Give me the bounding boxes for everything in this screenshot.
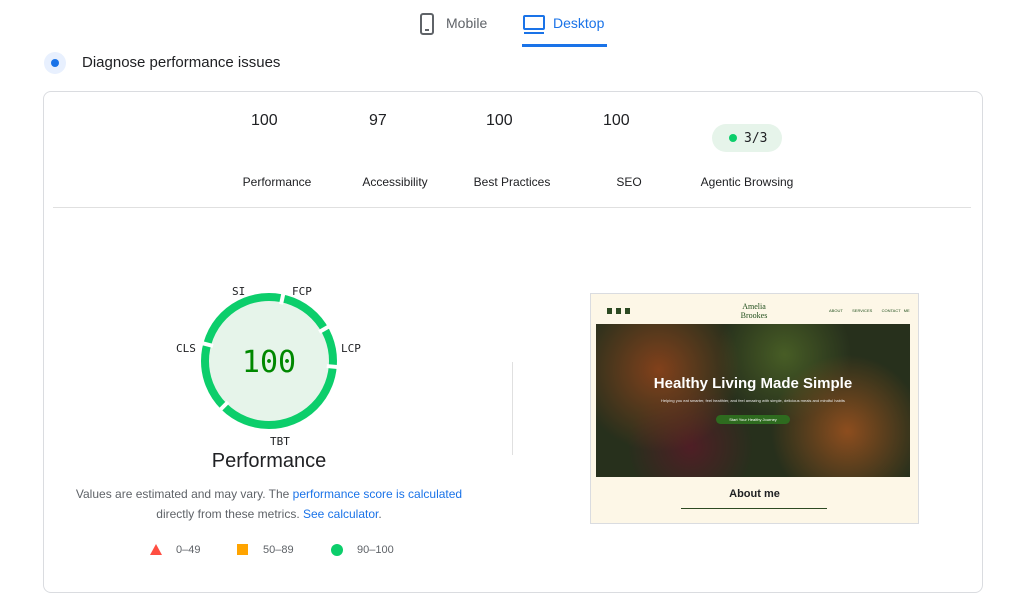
divider bbox=[512, 362, 513, 455]
metric-label: CLS bbox=[176, 342, 196, 355]
nav-item[interactable]: ABOUT bbox=[829, 308, 843, 313]
score-label: Accessibility bbox=[362, 175, 428, 189]
note-text: . bbox=[378, 507, 382, 521]
segment-gap bbox=[326, 364, 339, 370]
metric-label: LCP bbox=[341, 342, 361, 355]
agentic-pill[interactable]: 3/3 bbox=[712, 124, 782, 152]
agentic-label: Agentic Browsing bbox=[700, 175, 794, 189]
segment-gap bbox=[218, 400, 230, 412]
section-icon bbox=[44, 52, 66, 74]
legend-average-icon bbox=[237, 544, 248, 555]
about-heading: About me bbox=[729, 488, 780, 500]
desktop-icon bbox=[523, 15, 545, 34]
score-value: 100 bbox=[603, 112, 630, 129]
mobile-icon bbox=[420, 13, 434, 35]
legend-pass-icon bbox=[331, 544, 343, 556]
performance-gauge: 100 bbox=[200, 292, 339, 429]
section-title: Diagnose performance issues bbox=[82, 54, 281, 71]
metric-label: TBT bbox=[270, 435, 290, 448]
tab-desktop[interactable]: Desktop bbox=[553, 15, 605, 31]
brand: Amelia Brookes bbox=[721, 302, 787, 320]
status-dot bbox=[729, 134, 737, 142]
hero-button[interactable]: Start Your Healthy Journey bbox=[716, 415, 790, 424]
metric-label: FCP bbox=[292, 285, 312, 298]
nav-item[interactable]: SERVICES bbox=[852, 308, 873, 313]
hero-subtitle: Helping you eat smarter, feel healthier,… bbox=[661, 398, 845, 403]
note-link[interactable]: See calculator bbox=[302, 507, 379, 521]
legend-label: 0–49 bbox=[176, 544, 201, 556]
note: directly from these metrics. See calcula… bbox=[49, 507, 489, 521]
nav: ABOUT SERVICES CONTACT ME bbox=[829, 308, 910, 313]
metric-label: SI bbox=[232, 285, 246, 298]
score-gauge: 100 bbox=[486, 112, 513, 130]
segment-gap bbox=[200, 340, 214, 348]
score-label: Performance bbox=[242, 175, 312, 189]
divider bbox=[53, 207, 971, 208]
page-screenshot: Amelia Brookes ABOUT SERVICES CONTACT ME … bbox=[590, 293, 919, 524]
social-icons bbox=[607, 308, 633, 314]
agentic-score: 3/3 bbox=[744, 131, 768, 146]
note: Values are estimated and may vary. The p… bbox=[49, 487, 489, 501]
score-value: 100 bbox=[486, 112, 513, 129]
note-text: Values are estimated and may vary. The bbox=[75, 487, 293, 501]
score-gauge: 97 bbox=[369, 112, 387, 130]
hero-title: Healthy Living Made Simple bbox=[653, 375, 853, 392]
nav-item[interactable]: CONTACT ME bbox=[881, 308, 910, 313]
score-gauge: 100 bbox=[603, 112, 630, 130]
hero-image: Healthy Living Made Simple Helping you e… bbox=[596, 324, 910, 477]
gauge-bg bbox=[205, 297, 333, 425]
about-rule bbox=[681, 508, 827, 509]
brand-line: Brookes bbox=[740, 311, 768, 320]
page: Mobile Desktop Diagnose performance issu… bbox=[43, 13, 983, 593]
brand-line: Amelia bbox=[742, 302, 766, 311]
tab-mobile[interactable]: Mobile bbox=[446, 15, 488, 31]
segment-gap bbox=[318, 324, 331, 334]
note-link[interactable]: performance score is calculated bbox=[292, 487, 463, 501]
legend-label: 90–100 bbox=[357, 544, 394, 556]
score-value: 100 bbox=[251, 112, 278, 129]
legend-label: 50–89 bbox=[263, 544, 294, 556]
score-value: 97 bbox=[369, 112, 387, 129]
hero-overlay bbox=[596, 324, 910, 477]
gauge-title: Performance bbox=[211, 450, 327, 472]
note-text: directly from these metrics. bbox=[156, 507, 303, 521]
gauge-value: 100 bbox=[242, 345, 296, 380]
score-gauge: 100 bbox=[251, 112, 278, 130]
score-label: SEO bbox=[616, 175, 642, 189]
tab-underline bbox=[522, 44, 607, 47]
gauge-arc bbox=[201, 293, 337, 429]
legend-fail-icon bbox=[150, 544, 162, 555]
score-label: Best Practices bbox=[473, 175, 551, 189]
segment-gap bbox=[279, 292, 286, 305]
